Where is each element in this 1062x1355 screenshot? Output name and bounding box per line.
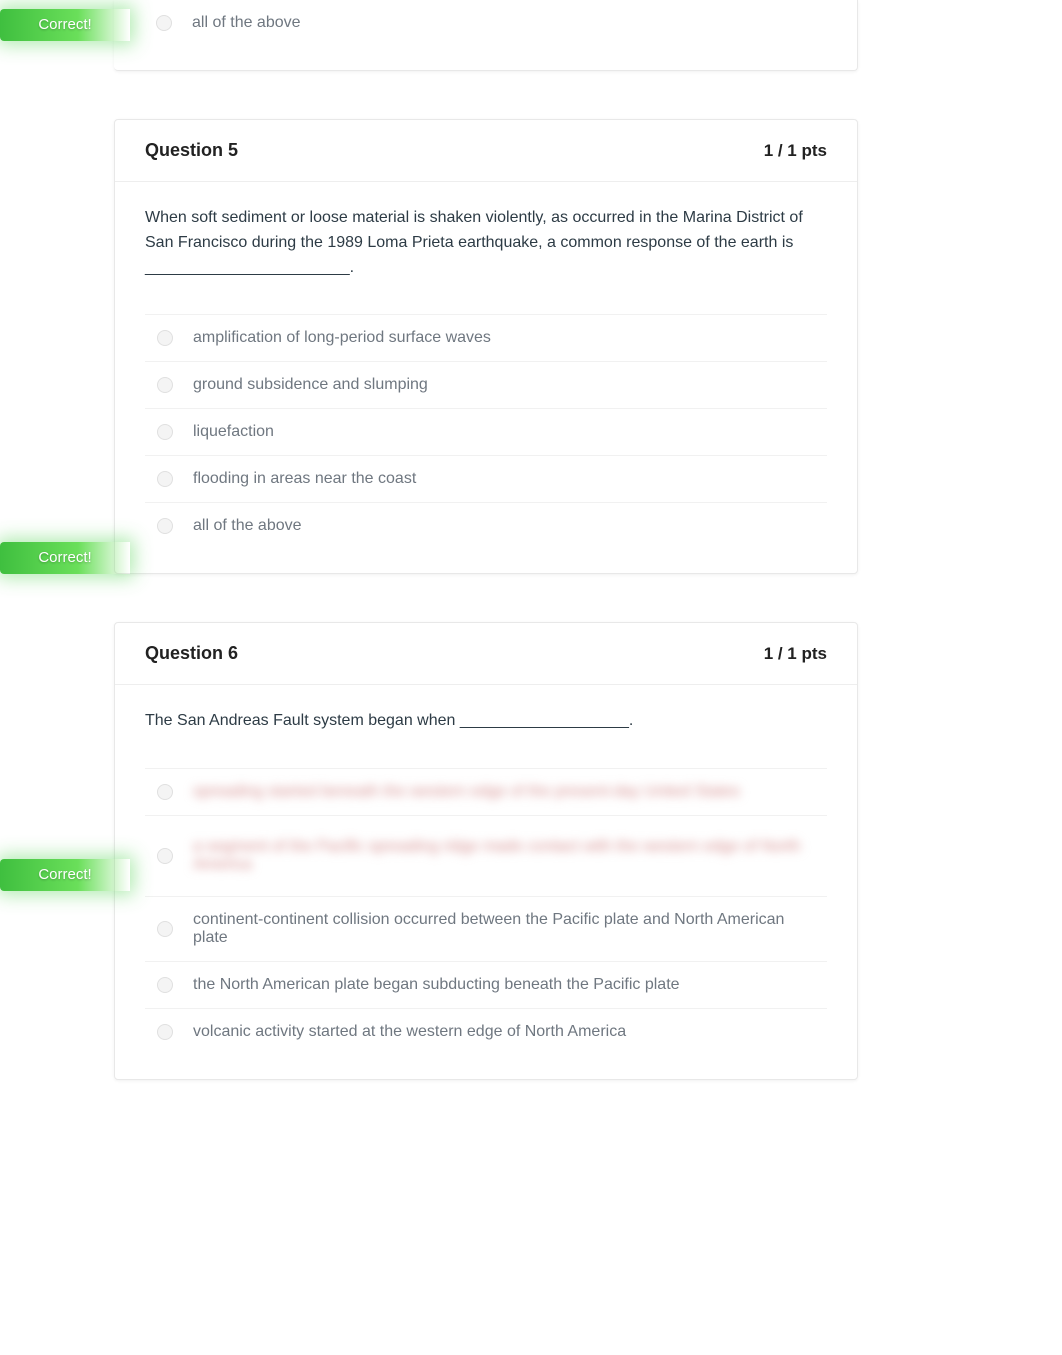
- question-4-partial: all of the above: [114, 0, 858, 71]
- radio-icon: [157, 977, 173, 993]
- correct-badge: Correct!: [0, 542, 130, 574]
- answer-list: amplification of long-period surface wav…: [115, 314, 857, 573]
- answer-option[interactable]: volcanic activity started at the western…: [145, 1008, 827, 1055]
- question-header: Question 5 1 / 1 pts: [115, 120, 857, 182]
- question-points: 1 / 1 pts: [764, 141, 827, 161]
- radio-icon: [157, 784, 173, 800]
- radio-icon: [157, 471, 173, 487]
- answer-option[interactable]: all of the above: [145, 502, 827, 549]
- answer-list: spreading started beneath the western ed…: [115, 768, 857, 1079]
- answer-option[interactable]: ground subsidence and slumping: [145, 361, 827, 408]
- answer-option[interactable]: continent-continent collision occurred b…: [145, 896, 827, 961]
- answer-text: all of the above: [192, 14, 301, 31]
- question-5-card: Question 5 1 / 1 pts When soft sediment …: [114, 119, 858, 574]
- question-body: The San Andreas Fault system began when …: [115, 685, 857, 768]
- question-6-card: Question 6 1 / 1 pts The San Andreas Fau…: [114, 622, 858, 1080]
- question-body: When soft sediment or loose material is …: [115, 182, 857, 314]
- radio-icon: [157, 330, 173, 346]
- answer-text: liquefaction: [193, 423, 274, 440]
- answer-text-blurred: spreading started beneath the western ed…: [193, 783, 740, 800]
- radio-icon: [157, 377, 173, 393]
- question-text: The San Andreas Fault system began when …: [145, 709, 827, 734]
- answer-option[interactable]: flooding in areas near the coast: [145, 455, 827, 502]
- answer-option[interactable]: liquefaction: [145, 408, 827, 455]
- answer-text: amplification of long-period surface wav…: [193, 329, 491, 346]
- answer-text: flooding in areas near the coast: [193, 470, 416, 487]
- radio-icon: [157, 848, 173, 864]
- question-title: Question 5: [145, 140, 238, 161]
- answer-option[interactable]: spreading started beneath the western ed…: [145, 768, 827, 815]
- radio-icon: [156, 15, 172, 31]
- answer-text: ground subsidence and slumping: [193, 376, 428, 393]
- answer-option[interactable]: the North American plate began subductin…: [145, 961, 827, 1008]
- question-points: 1 / 1 pts: [764, 644, 827, 664]
- radio-icon: [157, 1024, 173, 1040]
- answer-option[interactable]: a segment of the Pacific spreading ridge…: [145, 815, 827, 896]
- radio-icon: [157, 518, 173, 534]
- question-title: Question 6: [145, 643, 238, 664]
- answer-text: all of the above: [193, 517, 302, 534]
- correct-badge: Correct!: [0, 859, 130, 891]
- radio-icon: [157, 921, 173, 937]
- page-wrap: Correct! all of the above Correct! Quest…: [0, 0, 1062, 1080]
- answer-text-blurred: a segment of the Pacific spreading ridge…: [193, 838, 800, 873]
- radio-icon: [157, 424, 173, 440]
- correct-badge: Correct!: [0, 9, 130, 41]
- question-header: Question 6 1 / 1 pts: [115, 623, 857, 685]
- answer-text: volcanic activity started at the western…: [193, 1023, 626, 1040]
- answer-option[interactable]: all of the above: [144, 0, 827, 46]
- question-text: When soft sediment or loose material is …: [145, 206, 827, 280]
- answer-option[interactable]: amplification of long-period surface wav…: [145, 314, 827, 361]
- answer-text: continent-continent collision occurred b…: [193, 911, 784, 946]
- answer-text: the North American plate began subductin…: [193, 976, 680, 993]
